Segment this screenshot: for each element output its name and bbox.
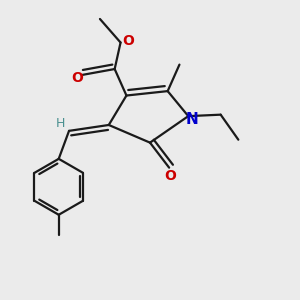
Text: H: H [56,117,65,130]
Text: O: O [165,169,176,184]
Text: O: O [122,34,134,48]
Text: O: O [71,71,83,85]
Text: N: N [185,112,198,127]
